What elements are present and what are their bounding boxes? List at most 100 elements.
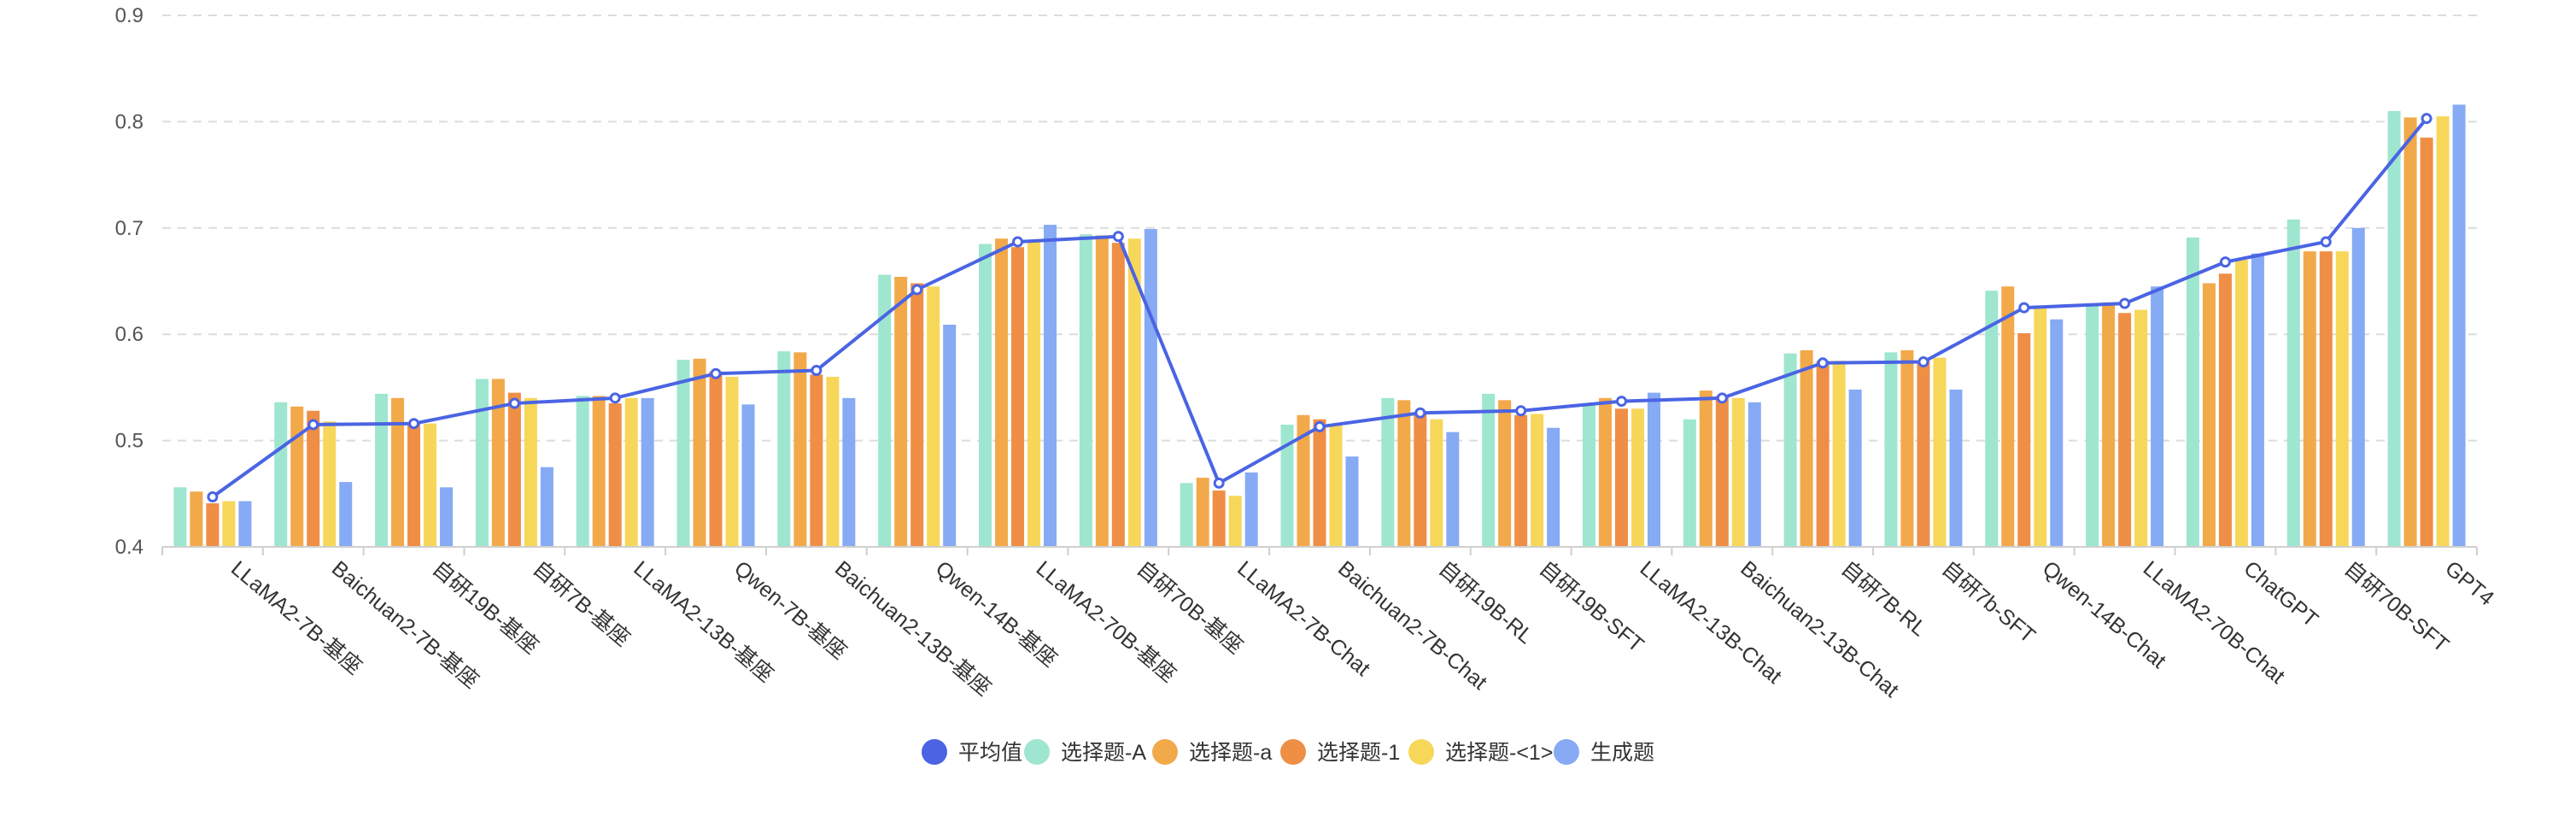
bar [323,421,337,547]
bar [1446,432,1460,547]
legend-marker [1554,739,1579,765]
bar [1498,400,1512,547]
y-tick-label: 0.8 [115,110,143,133]
bar [608,403,622,547]
bar [1547,427,1560,547]
bar [910,283,924,547]
bar [1027,240,1041,547]
bar [375,393,389,547]
bar [2452,104,2466,548]
bar [2202,283,2216,547]
bar [424,423,437,547]
average-point [1917,356,1929,368]
bar [1614,408,1628,547]
bar [2034,306,2047,547]
average-point [1515,405,1527,417]
bar [1598,397,1612,547]
average-point [2421,113,2433,125]
bar [995,238,1009,547]
bar-groups [173,104,2466,548]
bar [238,501,252,547]
average-point [307,419,319,431]
bar [2335,251,2349,547]
bar [2420,138,2433,547]
bar [741,404,755,547]
bar [2001,286,2015,547]
bar [1783,353,1797,547]
bar [2118,313,2132,547]
bar [1848,389,1862,547]
bar [624,397,638,547]
bar [339,482,353,547]
bar [1430,419,1443,547]
bar [391,397,405,547]
bar [475,379,489,547]
x-category-label: 自研19B-SFT [1535,556,1648,657]
average-point [2119,297,2131,309]
x-category-label: 自研7b-SFT [1937,556,2040,648]
bar [709,371,723,547]
bar [1111,243,1125,547]
legend-label: 生成题 [1590,741,1654,765]
bar [2050,319,2064,547]
legend-label: 选择题-a [1189,741,1272,765]
bar [793,352,807,547]
bar [290,406,304,547]
bar [524,397,537,547]
bar [725,376,739,547]
bar [206,502,220,547]
legend-marker [922,739,947,765]
average-point [2018,302,2030,314]
bar [274,402,288,547]
bar [1715,396,1729,547]
bar [1313,419,1326,547]
bar [2017,332,2031,547]
average-point [1012,236,1024,248]
bar [1933,357,1947,547]
legend-label: 选择题-A [1061,741,1146,765]
bar [979,244,992,547]
bar [1816,361,1830,547]
bar [1985,291,1999,547]
bar [1683,419,1696,547]
x-category-label: 自研19B-RL [1434,556,1537,649]
bar [440,487,454,547]
bar [2234,260,2248,547]
x-category-label: ChatGPT [2239,556,2323,631]
bar [407,423,421,547]
legend: 平均值 选择题-A 选择题-a 选择题-1 选择题-<1> 生成题 [922,739,1654,765]
bar [693,358,706,547]
y-tick-label: 0.7 [115,217,143,240]
y-tick-label: 0.5 [115,430,143,453]
bar [1514,414,1528,547]
bar [1832,361,1846,547]
x-category-label: GPT4 [2440,556,2498,610]
bar [1800,349,1813,547]
y-tick-label: 0.6 [115,323,143,346]
bar [1630,408,1644,547]
legend-label: 选择题-1 [1317,741,1400,765]
x-category-label: 自研70B-SFT [2339,556,2453,657]
bar [1949,389,1963,547]
bar [1482,393,1496,547]
bar [1044,225,1057,547]
average-point [1716,392,1728,404]
bar [2102,302,2116,547]
bar [641,397,654,547]
bar [1731,397,1745,547]
bar [1699,390,1712,547]
bar [491,379,505,547]
legend-marker [1152,739,1178,765]
bar [2436,116,2450,547]
bar [2186,237,2199,547]
bar [842,397,856,547]
average-point [408,418,420,430]
bar [2351,227,2365,547]
bar [1647,392,1660,547]
bar [2251,253,2264,547]
average-point [911,284,923,296]
average-point [1615,396,1627,408]
legend-marker [1280,739,1306,765]
average-point [1817,357,1829,369]
